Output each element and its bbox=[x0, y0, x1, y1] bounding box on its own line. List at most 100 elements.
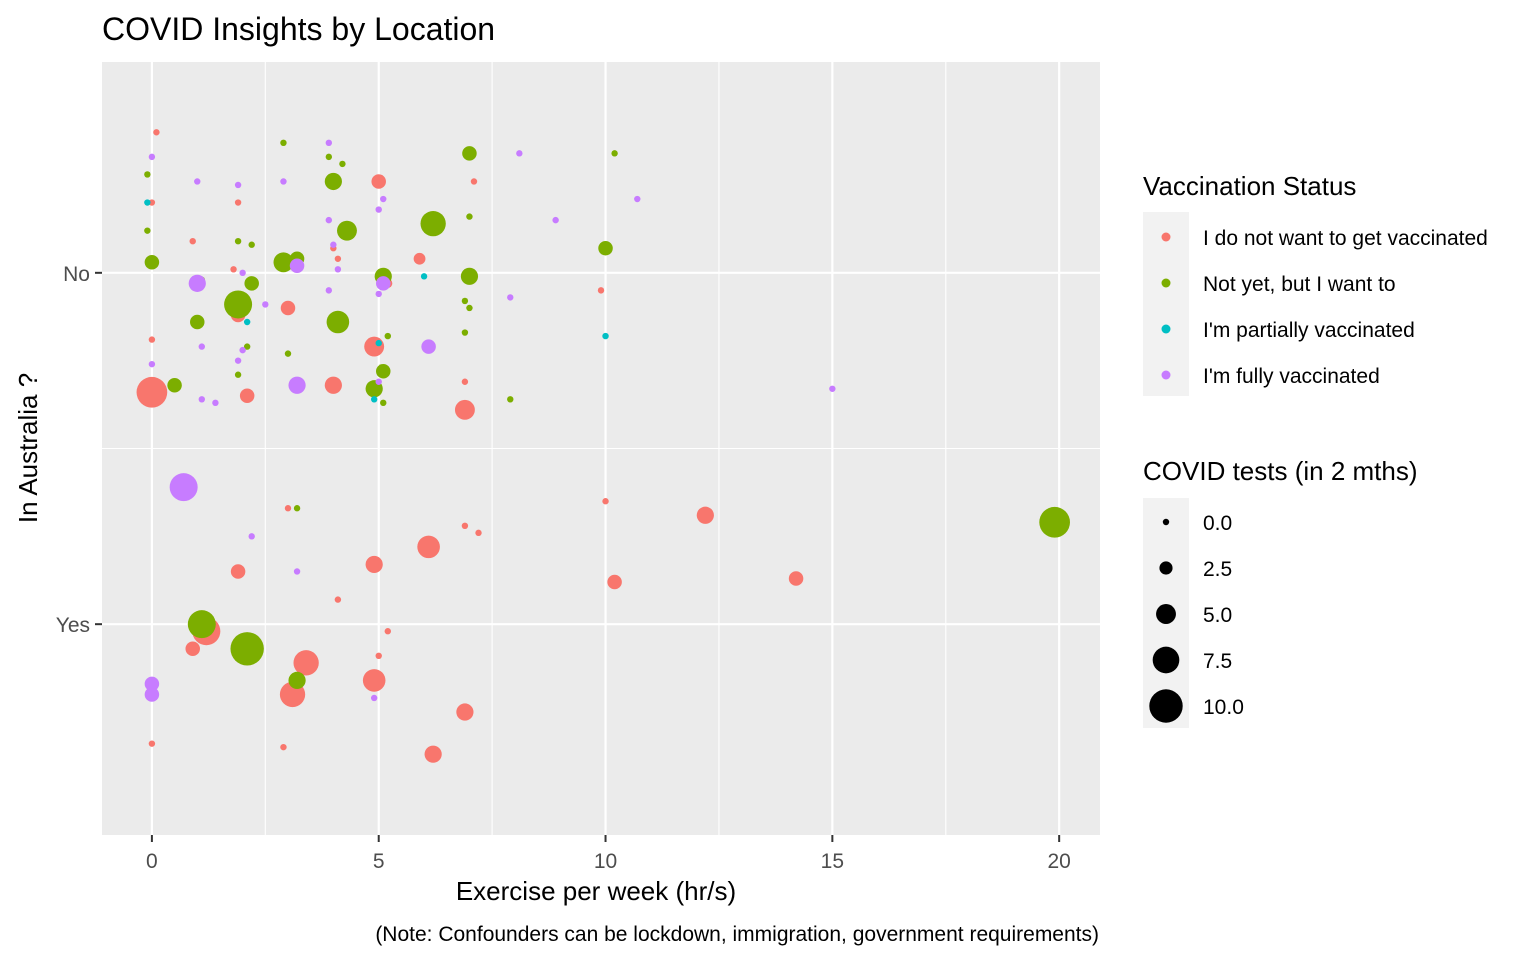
data-point bbox=[293, 505, 301, 512]
data-point bbox=[607, 574, 622, 590]
size-legend-key bbox=[1152, 646, 1180, 674]
data-point bbox=[461, 329, 469, 336]
data-point bbox=[462, 146, 477, 161]
data-point bbox=[602, 498, 609, 505]
data-point bbox=[324, 376, 342, 394]
data-point bbox=[136, 376, 168, 408]
data-point bbox=[234, 237, 242, 245]
data-point bbox=[1039, 506, 1070, 538]
data-point bbox=[153, 129, 160, 136]
data-point bbox=[234, 357, 242, 364]
data-point bbox=[144, 687, 160, 702]
data-point bbox=[384, 628, 391, 635]
minor-gridlines bbox=[102, 62, 1100, 835]
data-point bbox=[375, 339, 382, 347]
size-legend-label: 10.0 bbox=[1203, 696, 1244, 719]
data-point bbox=[470, 178, 478, 185]
data-point bbox=[148, 153, 156, 161]
size-legend-key bbox=[1149, 689, 1183, 723]
data-point bbox=[224, 290, 253, 319]
data-point bbox=[325, 216, 333, 224]
data-point bbox=[421, 339, 436, 354]
y-axis-ticks: No Yes bbox=[56, 263, 102, 637]
data-point bbox=[144, 227, 151, 234]
data-point bbox=[280, 178, 287, 185]
color-legend-key-background bbox=[1143, 212, 1189, 396]
data-point bbox=[376, 276, 391, 291]
data-point bbox=[325, 287, 333, 294]
color-legend-key bbox=[1161, 324, 1171, 334]
data-point bbox=[230, 564, 246, 579]
y-axis-title: In Australia ? bbox=[13, 373, 43, 523]
color-legend-key bbox=[1161, 232, 1171, 242]
size-legend-key bbox=[1156, 604, 1176, 624]
data-point bbox=[516, 150, 523, 157]
data-point bbox=[234, 181, 242, 189]
size-legend-label: 0.0 bbox=[1203, 512, 1232, 535]
data-point bbox=[169, 473, 198, 502]
data-point bbox=[185, 641, 200, 657]
data-point bbox=[376, 363, 391, 379]
data-point bbox=[148, 740, 156, 747]
data-point bbox=[280, 300, 296, 316]
data-point bbox=[212, 399, 219, 407]
color-legend-label: I'm fully vaccinated bbox=[1203, 365, 1380, 388]
x-tick-label: 20 bbox=[1047, 850, 1070, 873]
data-point bbox=[330, 241, 337, 248]
data-point bbox=[507, 294, 514, 301]
data-point bbox=[234, 371, 242, 378]
x-axis-ticks: 0 5 10 15 20 bbox=[146, 835, 1071, 873]
data-point bbox=[380, 399, 387, 407]
data-point bbox=[189, 237, 196, 245]
color-legend-label: Not yet, but I want to bbox=[1203, 273, 1396, 296]
data-point bbox=[597, 287, 605, 294]
chart-title: COVID Insights by Location bbox=[102, 11, 495, 47]
chart-caption: (Note: Confounders can be lockdown, immi… bbox=[375, 923, 1099, 946]
data-point bbox=[461, 522, 469, 529]
data-point bbox=[507, 396, 514, 403]
data-point bbox=[289, 258, 305, 274]
data-point bbox=[339, 160, 346, 168]
data-point bbox=[337, 220, 357, 241]
data-point bbox=[144, 199, 151, 206]
data-point bbox=[371, 174, 386, 189]
size-legend-label: 7.5 bbox=[1203, 650, 1232, 673]
data-point bbox=[424, 745, 442, 763]
data-point bbox=[148, 360, 156, 368]
data-point bbox=[475, 529, 482, 537]
color-legend-label: I'm partially vaccinated bbox=[1203, 319, 1415, 342]
data-point bbox=[420, 210, 446, 237]
data-point bbox=[380, 195, 387, 203]
size-legend: COVID tests (in 2 mths) 0.0 2.5 5.0 7.5 10.0 bbox=[1143, 456, 1418, 728]
x-tick-label: 10 bbox=[594, 850, 617, 873]
data-point bbox=[460, 267, 479, 285]
data-point bbox=[611, 150, 618, 157]
data-point bbox=[288, 376, 306, 394]
data-point bbox=[248, 241, 255, 248]
data-point bbox=[325, 139, 333, 147]
data-point bbox=[634, 195, 641, 203]
data-point bbox=[239, 388, 255, 404]
x-tick-label: 15 bbox=[821, 850, 844, 873]
data-point bbox=[188, 274, 206, 292]
data-point bbox=[365, 555, 383, 574]
data-point bbox=[243, 343, 251, 350]
data-point bbox=[187, 610, 216, 639]
data-point bbox=[454, 399, 475, 420]
data-point bbox=[190, 314, 205, 330]
data-point bbox=[194, 178, 201, 185]
data-point bbox=[244, 276, 259, 291]
data-point bbox=[696, 506, 714, 524]
data-point bbox=[198, 396, 205, 403]
data-point bbox=[788, 571, 804, 586]
data-point bbox=[420, 273, 428, 280]
data-point bbox=[262, 301, 269, 308]
data-point bbox=[144, 255, 160, 270]
data-point bbox=[598, 240, 613, 256]
x-tick-label: 0 bbox=[146, 850, 158, 873]
x-tick-label: 5 bbox=[373, 850, 385, 873]
data-point bbox=[466, 304, 473, 312]
x-axis-title: Exercise per week (hr/s) bbox=[456, 876, 736, 906]
data-point bbox=[362, 669, 386, 692]
